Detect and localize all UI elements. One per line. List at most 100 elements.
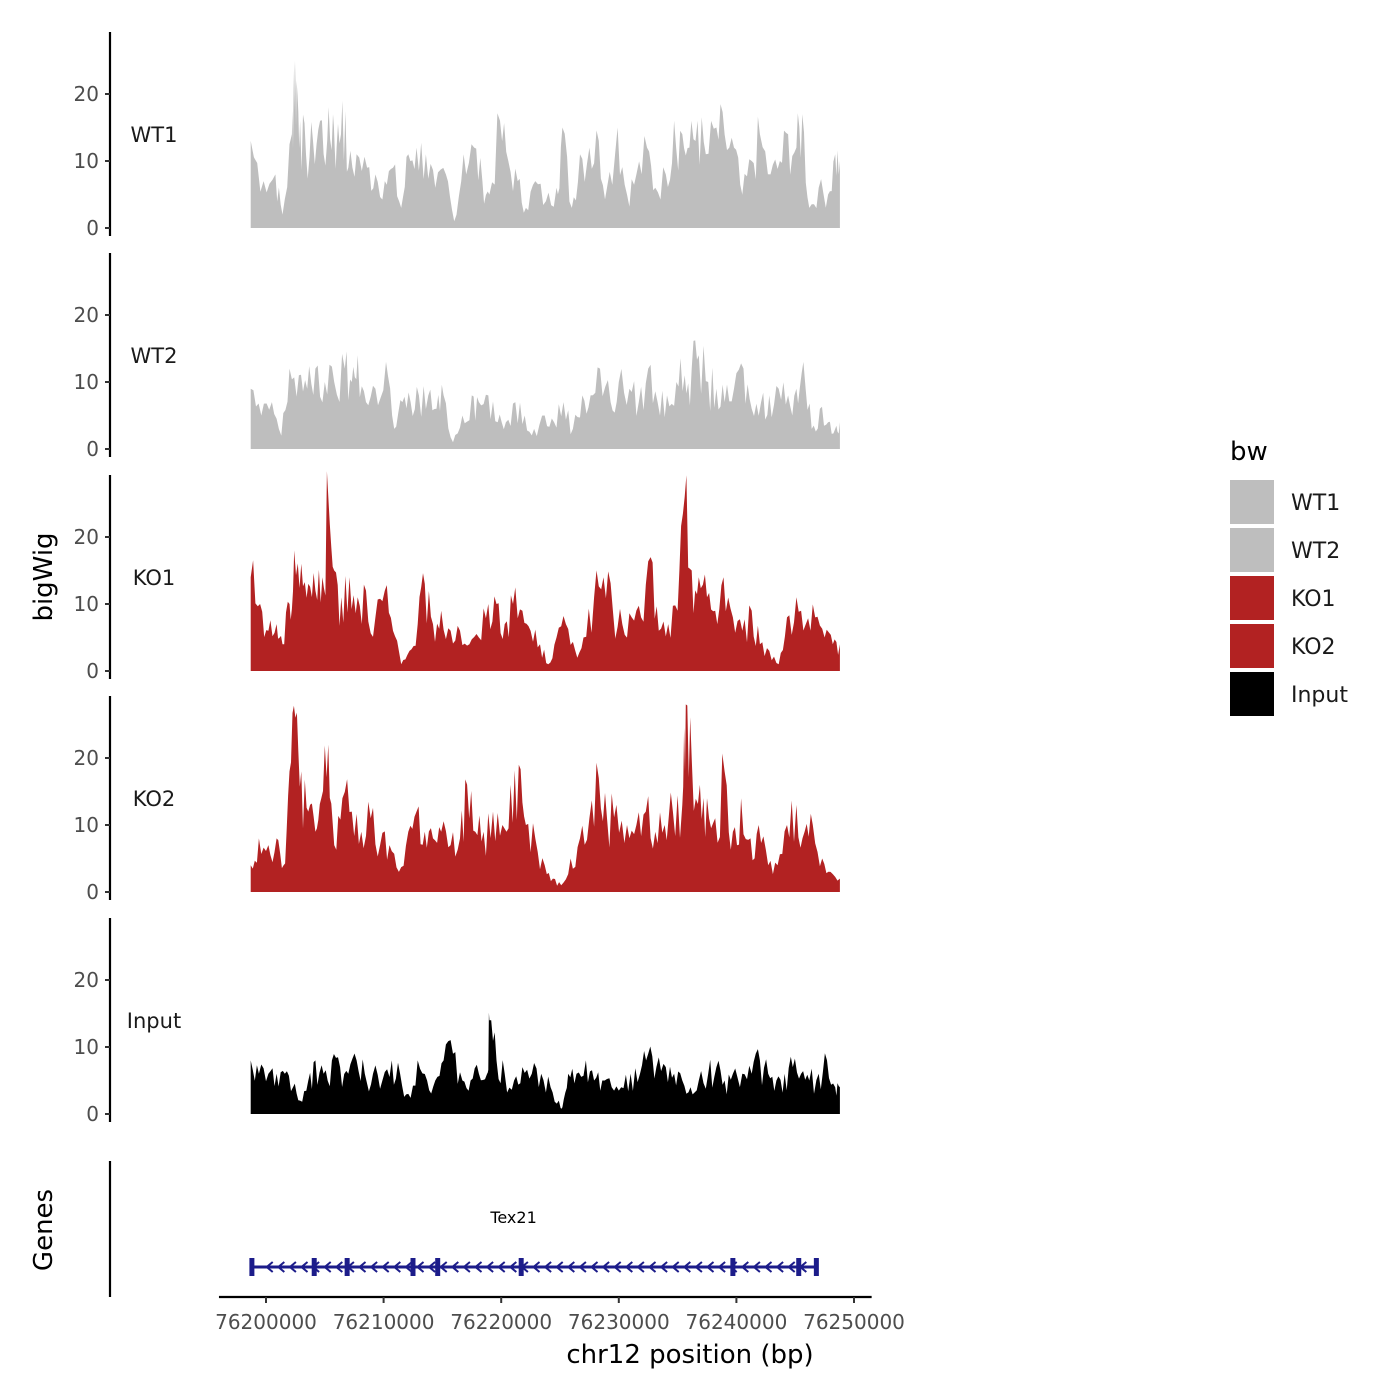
y-tick-label: 10 — [74, 149, 99, 173]
y-tick-label: 0 — [86, 437, 99, 461]
strand-arrow — [682, 1261, 691, 1273]
strand-arrow — [671, 1261, 680, 1273]
strand-arrow — [415, 1261, 425, 1273]
legend: bw WT1 WT2 KO1 KO2 Input — [1230, 437, 1348, 716]
gene-label: Tex21 — [489, 1208, 536, 1227]
signal-area-ko1 — [250, 471, 840, 671]
legend-entry-ko1: KO1 — [1230, 576, 1336, 620]
legend-swatch — [1230, 576, 1274, 620]
strand-arrow — [369, 1261, 378, 1273]
genes-axis-title: Genes — [29, 1189, 59, 1271]
exon — [249, 1258, 255, 1276]
strand-arrow — [752, 1261, 761, 1273]
gene-tex21: Tex21 — [249, 1208, 819, 1276]
strand-arrow — [740, 1261, 749, 1273]
strand-arrow — [439, 1261, 448, 1273]
strand-arrow — [265, 1261, 274, 1273]
strand-arrow — [636, 1261, 645, 1273]
strand-arrow — [601, 1261, 610, 1273]
signal-area-ko2 — [250, 704, 840, 892]
strand-arrow — [508, 1261, 517, 1273]
x-tick-label: 76250000 — [803, 1310, 905, 1334]
strand-arrow — [589, 1261, 599, 1273]
y-axis-title: bigWig — [29, 532, 59, 621]
signal-area-input — [250, 1012, 840, 1114]
x-tick-label: 76240000 — [686, 1310, 788, 1334]
y-tick-label: 20 — [74, 82, 99, 106]
strand-arrow — [473, 1261, 483, 1273]
y-tick-label: 10 — [74, 592, 99, 616]
strand-arrow — [323, 1261, 332, 1273]
strand-arrow — [705, 1261, 715, 1273]
strand-arrow — [404, 1261, 413, 1273]
x-tick-label: 76220000 — [450, 1310, 552, 1334]
y-tick-label: 0 — [86, 1102, 99, 1126]
exon — [344, 1258, 350, 1276]
strand-arrow — [613, 1261, 622, 1273]
strand-arrow — [531, 1261, 541, 1273]
y-tick-label: 10 — [74, 1035, 99, 1059]
y-tick-label: 0 — [86, 216, 99, 240]
exon — [435, 1258, 441, 1276]
legend-swatch — [1230, 624, 1274, 668]
legend-label: WT1 — [1291, 491, 1340, 516]
strand-arrow — [288, 1261, 297, 1273]
strand-arrow — [334, 1261, 343, 1273]
strand-arrow — [717, 1261, 726, 1273]
y-tick-label: 20 — [74, 525, 99, 549]
strand-arrow — [659, 1261, 668, 1273]
y-tick-label: 20 — [74, 303, 99, 327]
track-label: WT1 — [131, 123, 178, 147]
strand-arrow — [485, 1261, 494, 1273]
legend-title: bw — [1230, 437, 1268, 467]
y-tick-label: 10 — [74, 813, 99, 837]
exon — [796, 1258, 802, 1276]
strand-arrow — [392, 1261, 401, 1273]
strand-arrow — [647, 1261, 657, 1273]
strand-arrow — [543, 1261, 552, 1273]
y-tick-label: 10 — [74, 370, 99, 394]
legend-swatch — [1230, 480, 1274, 524]
exon — [410, 1258, 416, 1276]
strand-arrow — [624, 1261, 633, 1273]
strand-arrow — [276, 1261, 285, 1273]
track-label: KO1 — [133, 566, 176, 590]
track-label: WT2 — [131, 344, 178, 368]
track-wt2: 0 10 20 WT2 — [74, 253, 840, 461]
legend-entry-input: Input — [1230, 672, 1348, 716]
strand-arrow — [497, 1261, 506, 1273]
legend-label: Input — [1291, 683, 1348, 708]
genes-track: Tex21 — [108, 1161, 819, 1297]
track-label: KO2 — [133, 787, 176, 811]
strand-arrow — [299, 1261, 309, 1273]
y-tick-label: 20 — [74, 746, 99, 770]
strand-arrow — [555, 1261, 564, 1273]
legend-swatch — [1230, 672, 1274, 716]
x-tick-label: 76230000 — [568, 1310, 670, 1334]
track-input: 0 10 20 Input — [74, 918, 840, 1126]
legend-entry-wt2: WT2 — [1230, 528, 1340, 572]
track-wt1: 0 10 20 WT1 — [74, 32, 840, 240]
strand-arrow — [357, 1261, 367, 1273]
strand-arrow — [381, 1261, 390, 1273]
y-tick-label: 0 — [86, 659, 99, 683]
signal-area-wt1 — [250, 60, 840, 228]
tracks-layer: 0 10 20 WT1 0 10 20 WT2 0 10 20 KO1 0 10 20 KO2 0 10 20 Inp… — [74, 32, 840, 1126]
exon — [311, 1258, 317, 1276]
legend-swatch — [1230, 528, 1274, 572]
track-ko2: 0 10 20 KO2 — [74, 696, 840, 904]
strand-arrow — [787, 1261, 796, 1273]
exon — [518, 1258, 524, 1276]
legend-entry-ko2: KO2 — [1230, 624, 1336, 668]
legend-entry-wt1: WT1 — [1230, 480, 1340, 524]
strand-arrow — [775, 1261, 784, 1273]
strand-arrow — [462, 1261, 471, 1273]
legend-label: KO1 — [1291, 587, 1336, 612]
strand-arrow — [450, 1261, 459, 1273]
strand-arrow — [427, 1261, 436, 1273]
exon — [730, 1258, 736, 1276]
x-axis: 76200000 76210000 76220000 76230000 76240000… — [215, 1295, 905, 1334]
y-tick-label: 0 — [86, 880, 99, 904]
exon — [813, 1258, 819, 1276]
